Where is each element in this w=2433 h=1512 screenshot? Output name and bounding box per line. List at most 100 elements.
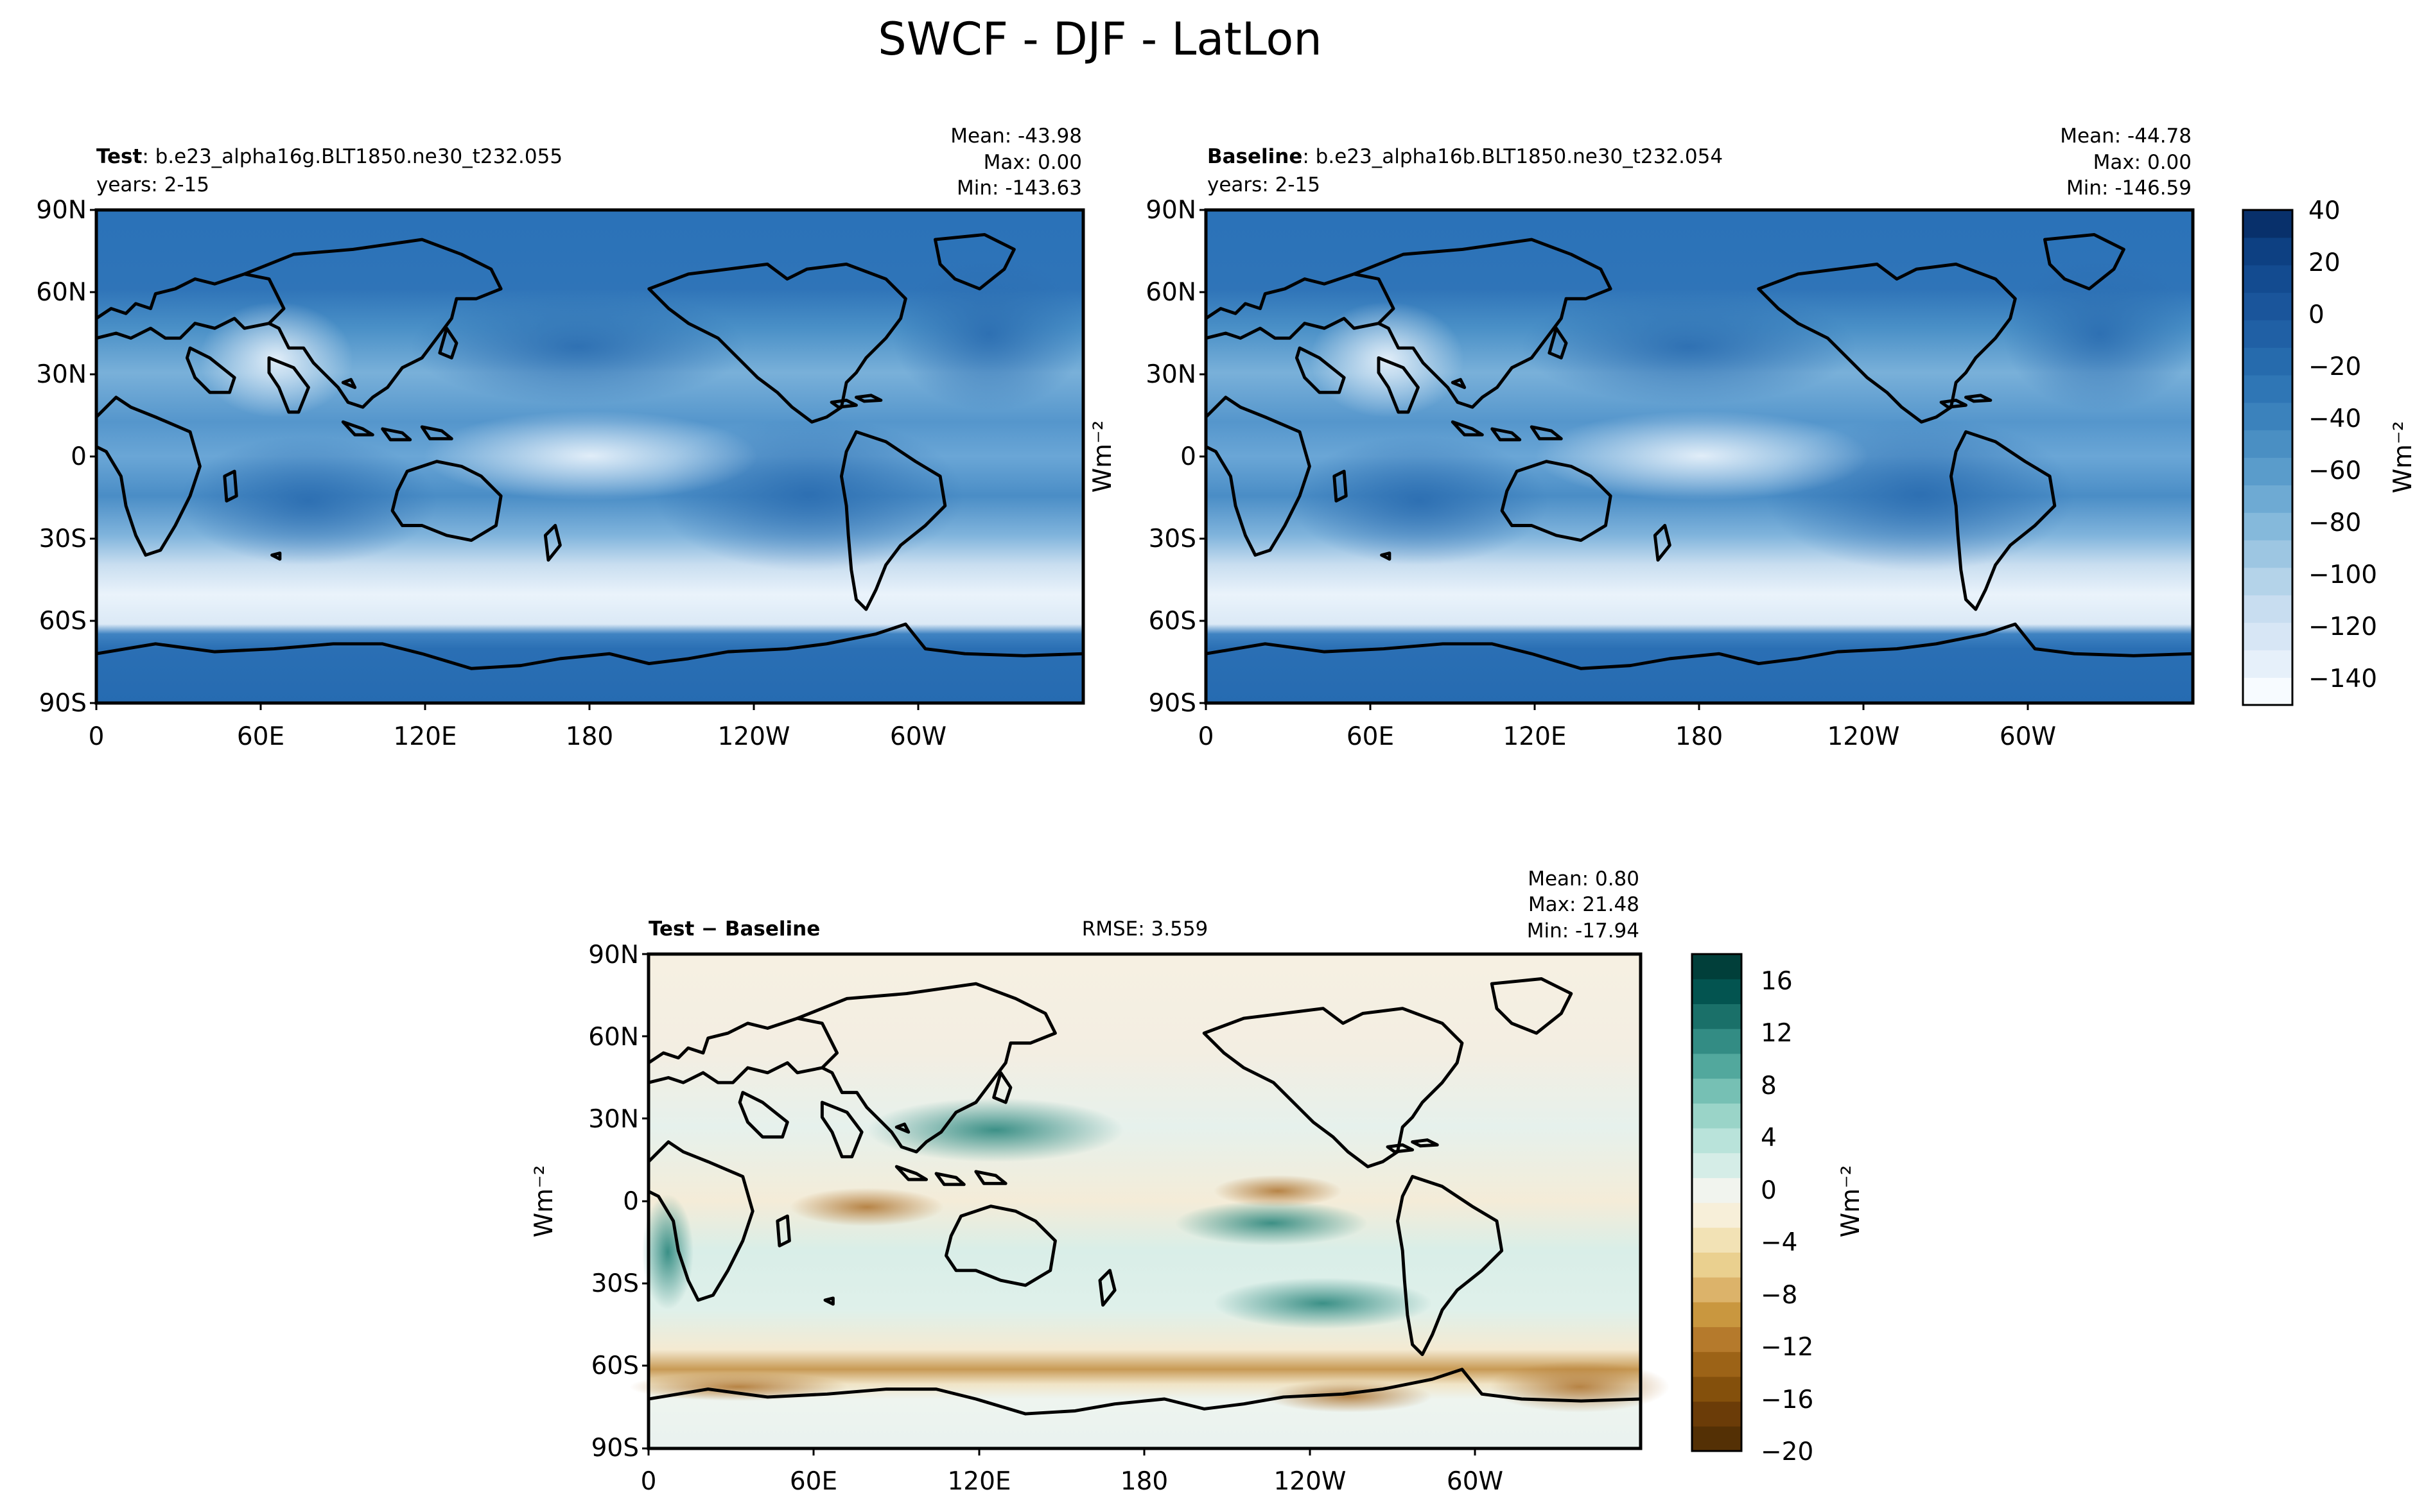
lon-tick: 180 — [1121, 1467, 1168, 1496]
lon-tick: 120W — [717, 722, 790, 751]
lat-tick: 60N — [36, 278, 87, 307]
lon-tick: 120W — [1827, 722, 1899, 751]
cb-main-tick: −40 — [2308, 404, 2361, 433]
lon-tick: 60W — [2000, 722, 2056, 751]
cb-main-tick: −80 — [2308, 508, 2361, 537]
colorbar-swatch — [1692, 1078, 1741, 1104]
lon-tick: 0 — [1198, 722, 1214, 751]
colorbar-swatch — [1692, 1053, 1741, 1079]
panel-diff-stat-min: Min: -17.94 — [1527, 919, 1639, 943]
lat-tick: 90S — [591, 1434, 639, 1463]
colorbar-diff-unit: Wm⁻² — [1836, 1165, 1865, 1238]
panel-test-stat-max: Max: 0.00 — [984, 151, 1082, 174]
colorbar-swatch — [1692, 1301, 1741, 1328]
lat-tick: 30N — [588, 1105, 639, 1134]
field-blob — [1291, 437, 1548, 565]
panel-diff-stat-max: Max: 21.48 — [1528, 893, 1639, 916]
panel-diff-unit-label: Wm⁻² — [530, 1165, 559, 1238]
colorbar-swatch — [2243, 622, 2292, 650]
cb-main-tick: 40 — [2308, 196, 2341, 225]
lat-tick: 90N — [36, 196, 87, 225]
lon-ticks-diff: 0 60E 120E 180 120W 60W — [641, 1467, 1504, 1496]
colorbar-swatch — [1692, 954, 1741, 980]
panel-test-label-bold: Test — [96, 145, 143, 168]
colorbar-swatch — [2243, 540, 2292, 568]
colorbar-swatch — [1692, 1177, 1741, 1203]
field-blob — [424, 411, 758, 501]
lat-tick: 0 — [623, 1187, 639, 1216]
lon-tick: 120E — [393, 722, 457, 751]
colorbar-swatch — [2243, 457, 2292, 485]
lat-tick: 90N — [588, 941, 639, 969]
colorbar-swatch — [2243, 650, 2292, 678]
lon-tick: 60W — [890, 722, 946, 751]
field-blob — [893, 257, 1085, 411]
colorbar-swatch — [1692, 1376, 1741, 1402]
cb-main-tick: −120 — [2308, 613, 2377, 641]
colorbar-swatch — [2243, 567, 2292, 596]
cb-diff-tick: 4 — [1761, 1124, 1777, 1152]
lat-tick: 90N — [1146, 196, 1196, 225]
cb-diff-tick: −12 — [1761, 1333, 1813, 1362]
panel-baseline-unit-label: Wm⁻² — [1088, 421, 1117, 493]
colorbar-diff: 16 12 8 4 0 −4 −8 −12 −16 −20 Wm⁻² — [1691, 953, 1865, 1466]
colorbar-swatch — [2243, 430, 2292, 458]
panel-test-label-text: : b.e23_alpha16g.BLT1850.ne30_t232.055 — [142, 145, 562, 168]
colorbar-swatch — [2243, 265, 2292, 293]
panel-test-years: years: 2-15 — [96, 173, 209, 196]
cb-diff-tick: 8 — [1761, 1072, 1777, 1100]
cb-main-tick: −60 — [2308, 456, 2361, 485]
lat-tick: 30S — [1149, 525, 1196, 553]
colorbar-swatch — [2243, 237, 2292, 266]
lat-ticks-test: 90N 60N 30N 0 30S 60S 90S — [36, 196, 87, 718]
colorbar-swatch — [2243, 347, 2292, 376]
field-blob — [642, 1194, 693, 1310]
panel-baseline-stat-max: Max: 0.00 — [2093, 151, 2192, 174]
colorbar-swatch — [2243, 485, 2292, 513]
lon-tick: 60E — [790, 1467, 837, 1496]
colorbar-swatch — [2243, 292, 2292, 320]
field-blob — [411, 289, 745, 404]
lon-tick: 0 — [641, 1467, 657, 1496]
panel-diff-label: Test − Baseline — [649, 917, 820, 941]
lat-tick: 90S — [1149, 689, 1196, 718]
colorbar-swatch — [2243, 320, 2292, 348]
colorbar-swatch — [2243, 402, 2292, 431]
lat-tick: 30N — [36, 360, 87, 389]
field-blob — [1214, 1278, 1432, 1329]
cb-diff-tick: 16 — [1761, 967, 1793, 996]
field-blob — [867, 1098, 1124, 1162]
tick-marks-test — [90, 209, 920, 710]
cb-main-tick: −100 — [2308, 560, 2377, 589]
lon-tick: 120E — [1503, 722, 1566, 751]
panel-diff: Test − Baseline RMSE: 3.559 Mean: 0.80 M… — [530, 867, 1670, 1496]
lat-tick: 60S — [591, 1351, 639, 1380]
cb-diff-tick: −4 — [1761, 1228, 1798, 1257]
colorbar-swatch — [1692, 1004, 1741, 1029]
colorbar-diff-frame — [1691, 953, 1743, 1452]
colorbar-swatch — [1692, 978, 1741, 1004]
panel-test-label: Test: b.e23_alpha16g.BLT1850.ne30_t232.0… — [96, 145, 562, 168]
lat-tick: 0 — [1180, 442, 1196, 471]
colorbar-swatch — [1692, 1277, 1741, 1303]
lon-tick: 60W — [1447, 1467, 1503, 1496]
field-blob — [790, 1188, 944, 1226]
lat-tick: 90S — [39, 689, 87, 718]
colorbar-swatch — [1692, 1426, 1741, 1452]
lat-tick: 30S — [39, 525, 87, 553]
cb-diff-tick: −8 — [1761, 1281, 1798, 1310]
colorbar-swatch — [1692, 1252, 1741, 1278]
colorbar-swatch — [2243, 210, 2292, 238]
lon-tick: 120W — [1273, 1467, 1346, 1496]
cb-diff-tick: −20 — [1761, 1438, 1813, 1466]
lat-ticks-diff: 90N 60N 30N 0 30S 60S 90S — [588, 941, 639, 1463]
lat-tick: 60N — [588, 1023, 639, 1052]
colorbar-swatch — [1692, 1401, 1741, 1427]
colorbar-swatch — [2243, 375, 2292, 403]
panel-diff-rmse: RMSE: 3.559 — [1082, 917, 1208, 941]
figure-title: SWCF - DJF - LatLon — [878, 13, 1321, 65]
colorbar-swatch — [2243, 677, 2292, 706]
lat-tick: 60S — [1149, 607, 1196, 636]
colorbar-main: 40 20 0 −20 −40 −60 −80 −100 −120 −140 W… — [2242, 196, 2418, 706]
